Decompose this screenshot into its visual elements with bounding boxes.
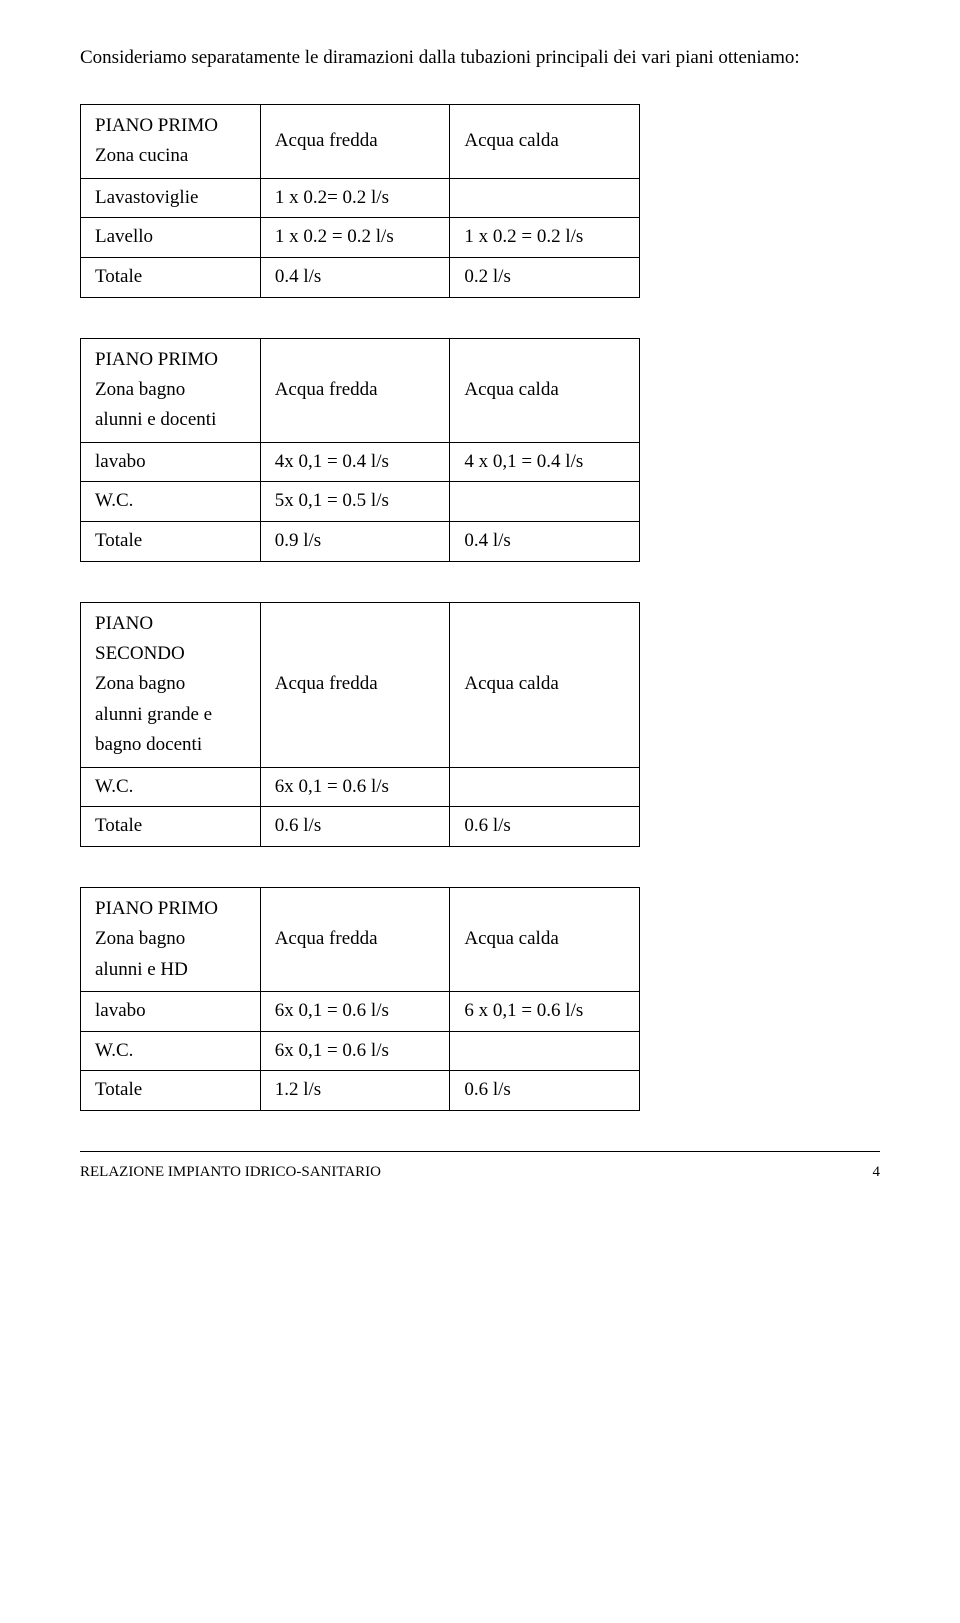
cell-line: alunni e docenti xyxy=(95,405,246,435)
page-footer: RELAZIONE IMPIANTO IDRICO-SANITARIO 4 xyxy=(80,1151,880,1187)
cell: 1 x 0.2 = 0.2 l/s xyxy=(260,218,450,258)
table-row: Totale 1.2 l/s 0.6 l/s xyxy=(81,1071,640,1111)
cell: 5x 0,1 = 0.5 l/s xyxy=(260,482,450,522)
header-cell: PIANO PRIMO Zona bagno alunni e HD xyxy=(81,887,261,991)
cell: 0.6 l/s xyxy=(450,1071,640,1111)
table-row: lavabo 4x 0,1 = 0.4 l/s 4 x 0,1 = 0.4 l/… xyxy=(81,442,640,482)
table-row: PIANO SECONDO Zona bagno alunni grande e… xyxy=(81,602,640,767)
cell-line: PIANO PRIMO xyxy=(95,894,246,924)
header-cell: Acqua fredda xyxy=(260,338,450,442)
cell-line: Zona bagno xyxy=(95,669,246,699)
header-cell: PIANO PRIMO Zona bagno alunni e docenti xyxy=(81,338,261,442)
table-piano-primo-bagno-alunni-hd: PIANO PRIMO Zona bagno alunni e HD Acqua… xyxy=(80,887,640,1111)
cell-line: alunni e HD xyxy=(95,955,246,985)
cell: 1 x 0.2 = 0.2 l/s xyxy=(450,218,640,258)
cell: W.C. xyxy=(81,1031,261,1071)
cell: 0.2 l/s xyxy=(450,258,640,298)
cell-line: PIANO PRIMO xyxy=(95,345,246,375)
table-row: Lavello 1 x 0.2 = 0.2 l/s 1 x 0.2 = 0.2 … xyxy=(81,218,640,258)
cell xyxy=(450,178,640,218)
cell: Totale xyxy=(81,807,261,847)
table-row: W.C. 6x 0,1 = 0.6 l/s xyxy=(81,1031,640,1071)
header-cell: PIANO PRIMO Zona cucina xyxy=(81,105,261,179)
cell: lavabo xyxy=(81,442,261,482)
table-row: PIANO PRIMO Zona bagno alunni e HD Acqua… xyxy=(81,887,640,991)
page-number: 4 xyxy=(873,1158,881,1187)
table-row: Totale 0.6 l/s 0.6 l/s xyxy=(81,807,640,847)
header-cell: Acqua calda xyxy=(450,887,640,991)
header-cell: Acqua fredda xyxy=(260,105,450,179)
cell: 6x 0,1 = 0.6 l/s xyxy=(260,991,450,1031)
cell-line: Zona cucina xyxy=(95,141,246,171)
cell: 6x 0,1 = 0.6 l/s xyxy=(260,767,450,807)
cell: 1 x 0.2= 0.2 l/s xyxy=(260,178,450,218)
cell: 0.4 l/s xyxy=(260,258,450,298)
cell: 0.6 l/s xyxy=(260,807,450,847)
cell-line: PIANO xyxy=(95,609,246,639)
table-piano-secondo-bagno: PIANO SECONDO Zona bagno alunni grande e… xyxy=(80,602,640,847)
cell: 1.2 l/s xyxy=(260,1071,450,1111)
table-row: W.C. 5x 0,1 = 0.5 l/s xyxy=(81,482,640,522)
header-cell: Acqua fredda xyxy=(260,887,450,991)
table-row: Totale 0.4 l/s 0.2 l/s xyxy=(81,258,640,298)
cell: 4x 0,1 = 0.4 l/s xyxy=(260,442,450,482)
cell-line: alunni grande e xyxy=(95,700,246,730)
table-row: PIANO PRIMO Zona bagno alunni e docenti … xyxy=(81,338,640,442)
table-row: Totale 0.9 l/s 0.4 l/s xyxy=(81,522,640,562)
cell: W.C. xyxy=(81,482,261,522)
header-cell: Acqua calda xyxy=(450,602,640,767)
cell: 6x 0,1 = 0.6 l/s xyxy=(260,1031,450,1071)
cell xyxy=(450,482,640,522)
footer-title: RELAZIONE IMPIANTO IDRICO-SANITARIO xyxy=(80,1158,381,1187)
cell-line: Zona bagno xyxy=(95,375,246,405)
cell: Totale xyxy=(81,1071,261,1111)
cell: 6 x 0,1 = 0.6 l/s xyxy=(450,991,640,1031)
table-piano-primo-bagno-alunni-docenti: PIANO PRIMO Zona bagno alunni e docenti … xyxy=(80,338,640,562)
header-cell: PIANO SECONDO Zona bagno alunni grande e… xyxy=(81,602,261,767)
table-row: lavabo 6x 0,1 = 0.6 l/s 6 x 0,1 = 0.6 l/… xyxy=(81,991,640,1031)
header-cell: Acqua calda xyxy=(450,338,640,442)
cell: W.C. xyxy=(81,767,261,807)
cell-line: PIANO PRIMO xyxy=(95,111,246,141)
cell-line: bagno docenti xyxy=(95,730,246,760)
table-piano-primo-cucina: PIANO PRIMO Zona cucina Acqua fredda Acq… xyxy=(80,104,640,298)
cell: Totale xyxy=(81,258,261,298)
cell: 4 x 0,1 = 0.4 l/s xyxy=(450,442,640,482)
cell xyxy=(450,767,640,807)
header-cell: Acqua calda xyxy=(450,105,640,179)
cell-line: SECONDO xyxy=(95,639,246,669)
intro-paragraph: Consideriamo separatamente le diramazion… xyxy=(80,40,880,76)
cell: 0.4 l/s xyxy=(450,522,640,562)
cell-line: Zona bagno xyxy=(95,924,246,954)
cell xyxy=(450,1031,640,1071)
table-row: W.C. 6x 0,1 = 0.6 l/s xyxy=(81,767,640,807)
cell: 0.6 l/s xyxy=(450,807,640,847)
cell: 0.9 l/s xyxy=(260,522,450,562)
header-cell: Acqua fredda xyxy=(260,602,450,767)
cell: Lavello xyxy=(81,218,261,258)
cell: lavabo xyxy=(81,991,261,1031)
table-row: Lavastoviglie 1 x 0.2= 0.2 l/s xyxy=(81,178,640,218)
table-row: PIANO PRIMO Zona cucina Acqua fredda Acq… xyxy=(81,105,640,179)
cell: Totale xyxy=(81,522,261,562)
cell: Lavastoviglie xyxy=(81,178,261,218)
